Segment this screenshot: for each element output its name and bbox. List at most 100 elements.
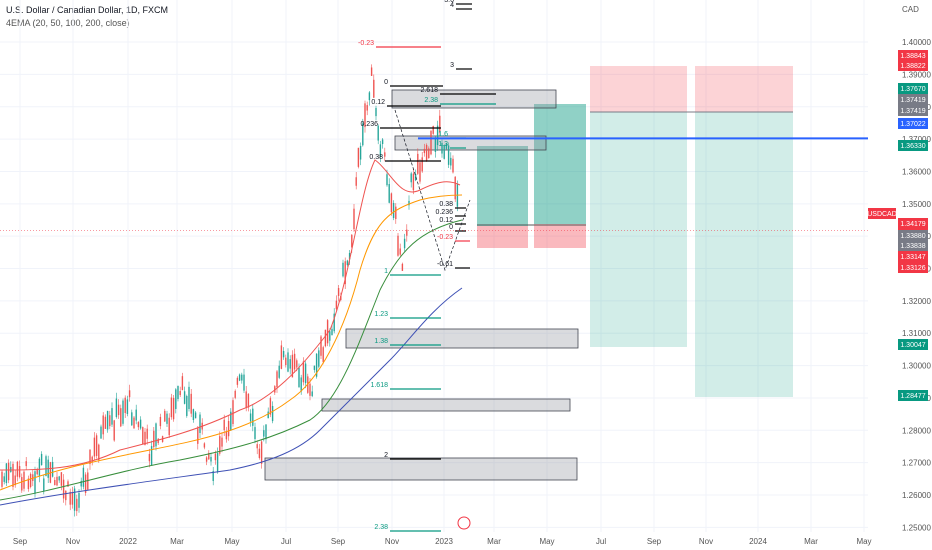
candle-body: [80, 480, 82, 487]
sd-box-4: [321, 398, 571, 412]
candle-body: [368, 92, 371, 101]
candle-body: [401, 263, 404, 271]
candle-body: [157, 438, 159, 444]
candle-body: [175, 389, 177, 409]
price-tag-label: 1.33880: [900, 233, 925, 240]
candle-body: [300, 377, 302, 392]
target-zone-2: [695, 112, 793, 397]
candle-body: [313, 365, 316, 370]
x-tick-label: Jul: [596, 537, 606, 546]
candle-body: [62, 479, 65, 499]
candle-body: [23, 471, 25, 489]
candle-body: [148, 453, 151, 462]
indicator-legend[interactable]: 4EMA (20, 50, 100, 200, close): [6, 18, 130, 28]
candle-body: [254, 427, 256, 439]
stop-zone-4: [534, 224, 586, 248]
candle-body: [395, 206, 397, 220]
candle-body: [210, 456, 212, 462]
y-tick-label: 1.30000: [902, 362, 931, 371]
candle-body: [60, 472, 63, 486]
price-tag: [898, 83, 928, 94]
y-tick-label: 1.32000: [902, 297, 931, 306]
candle-body: [168, 417, 170, 436]
candle-body: [126, 399, 129, 414]
candle-body: [271, 406, 274, 422]
y-tick-label: 1.26000: [902, 491, 931, 500]
candle-body: [390, 193, 393, 213]
candle-body: [276, 371, 278, 388]
price-tag: [898, 262, 928, 273]
candle-body: [27, 478, 30, 490]
candle-body: [258, 448, 261, 458]
candle-body: [45, 456, 47, 477]
price-tag: [898, 50, 928, 61]
fib-level-label: 1.618: [370, 382, 388, 389]
candle-body: [56, 476, 58, 486]
candle-body: [432, 126, 434, 134]
candle-body: [212, 470, 214, 482]
candle-body: [329, 331, 331, 341]
price-axis: CAD1.250001.260001.270001.280001.290001.…: [867, 0, 932, 550]
candle-body: [214, 453, 217, 461]
candle-body: [84, 474, 87, 493]
candle-body: [333, 313, 335, 332]
candle-body: [14, 475, 16, 486]
ema-lines: [0, 159, 463, 506]
candle-body: [104, 416, 107, 429]
candle-body: [342, 262, 344, 277]
target-zone-1: [590, 112, 687, 347]
candle-body: [285, 357, 287, 366]
x-tick-label: May: [856, 537, 871, 546]
candle-body: [197, 427, 199, 444]
candle-body: [230, 411, 232, 431]
candle-body: [7, 462, 10, 481]
stop-zone-1: [590, 66, 687, 112]
price-tag-label: 1.37419: [900, 97, 925, 104]
fib-level-label: 1.38: [374, 338, 388, 345]
candle-body: [355, 177, 357, 186]
candle-body: [124, 397, 126, 414]
candle-body: [223, 419, 225, 431]
candle-body: [166, 413, 168, 424]
price-tag-label: 1.38822: [900, 63, 925, 70]
fib-level-label: 1.6: [438, 131, 448, 138]
fib-level-label: 0.38: [369, 154, 383, 161]
candle-body: [236, 377, 239, 385]
candle-body: [38, 458, 41, 477]
candle-body: [302, 361, 305, 383]
candle-body: [421, 157, 423, 172]
fib-level-label: 0: [449, 224, 453, 231]
candle-body: [120, 408, 122, 427]
fib-levels: -0.2300.120.2360.3811.231.381.61822.382.…: [358, 0, 496, 532]
candle-body: [388, 184, 390, 203]
candle-body: [269, 398, 272, 415]
candle-body: [366, 105, 368, 111]
candle-body: [192, 409, 195, 421]
price-tag-label: 1.30047: [900, 342, 925, 349]
candle-body: [142, 427, 144, 445]
candle-body: [417, 153, 419, 174]
candle-body: [29, 473, 32, 487]
candle-body: [265, 424, 267, 440]
x-tick-label: 2024: [749, 537, 767, 546]
fib-level-label: 2: [384, 452, 388, 459]
candle-body: [331, 328, 333, 336]
price-tag: [898, 140, 928, 151]
candle-body: [51, 461, 54, 477]
candle-body: [320, 336, 322, 356]
candle-body: [414, 174, 417, 181]
price-tag: [898, 118, 928, 129]
sd-box-1: [391, 89, 557, 109]
candle-body: [181, 376, 184, 391]
candle-body: [260, 441, 263, 464]
candle-body: [117, 404, 120, 416]
candle-body: [100, 426, 102, 439]
y-tick-label: 1.27000: [902, 459, 931, 468]
candle-body: [346, 260, 349, 266]
candle-body: [194, 412, 197, 419]
candle-body: [54, 480, 56, 486]
fib-level-label: 2.38: [374, 524, 388, 531]
candle-body: [95, 435, 98, 456]
candle-body: [241, 374, 243, 381]
